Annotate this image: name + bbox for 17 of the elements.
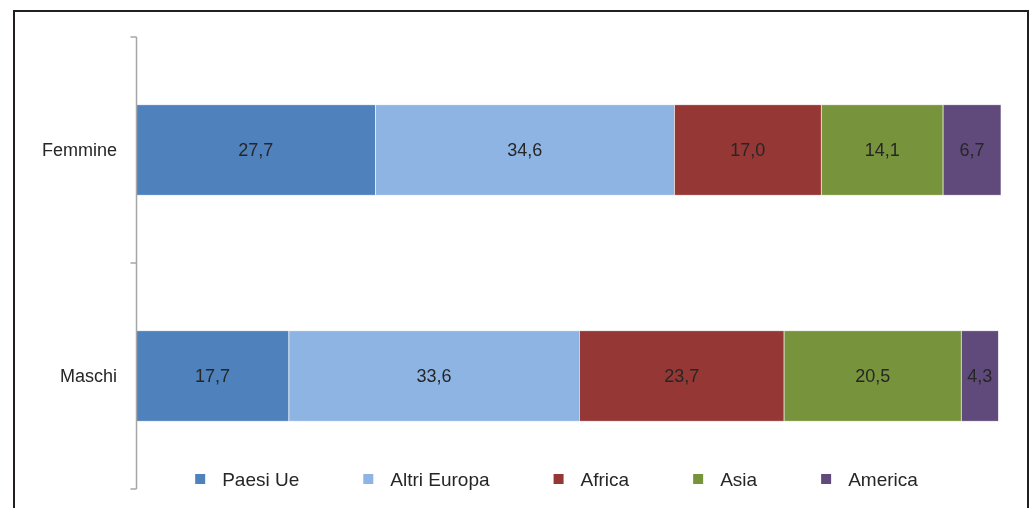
legend-label: Paesi Ue bbox=[222, 468, 300, 490]
data-label: 17,0 bbox=[730, 140, 766, 161]
y-tick-label: Maschi bbox=[59, 365, 117, 386]
data-label: 23,7 bbox=[664, 366, 700, 387]
legend-label: Altri Europa bbox=[390, 468, 490, 490]
data-label: 20,5 bbox=[855, 366, 891, 387]
data-label: 4,3 bbox=[967, 366, 993, 387]
data-label: 33,6 bbox=[416, 366, 452, 387]
legend-label: Asia bbox=[720, 468, 758, 490]
legend-label: America bbox=[848, 468, 919, 490]
data-label: 17,7 bbox=[194, 366, 230, 387]
y-tick-label: Femmine bbox=[41, 139, 117, 160]
legend-label: Africa bbox=[580, 468, 630, 490]
data-label: 27,7 bbox=[238, 140, 274, 161]
data-label: 34,6 bbox=[507, 140, 543, 161]
data-label: 14,1 bbox=[864, 140, 900, 161]
data-label: 6,7 bbox=[959, 140, 985, 161]
